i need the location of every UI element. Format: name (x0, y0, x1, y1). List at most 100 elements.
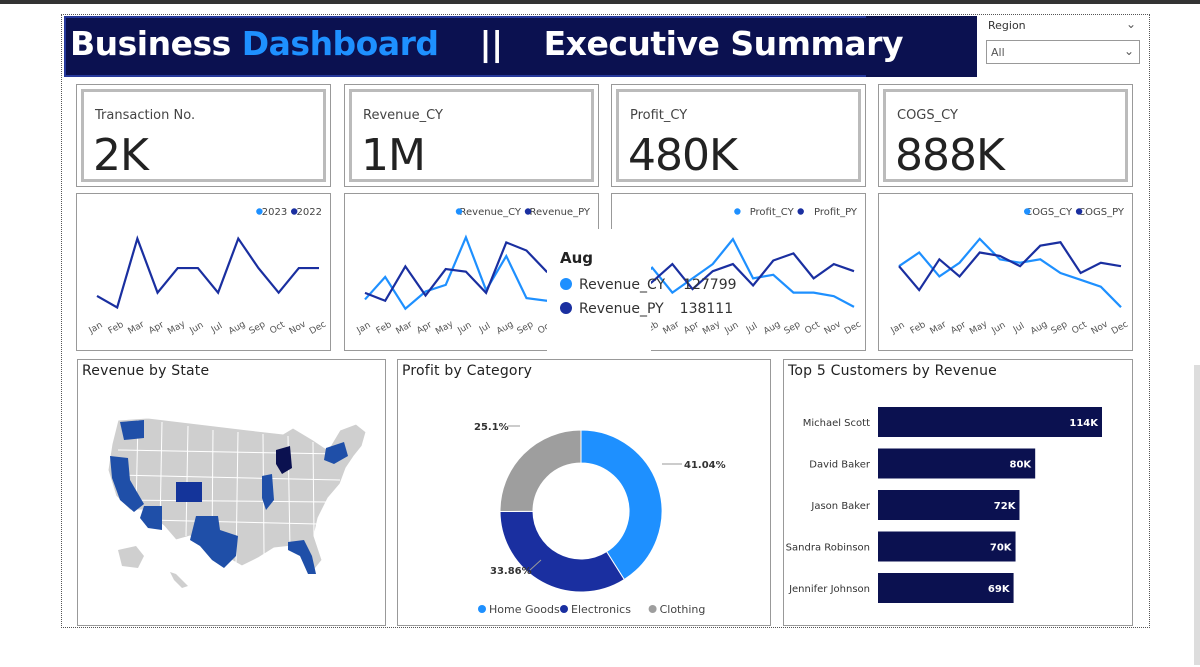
map-panel[interactable]: Revenue by State (77, 359, 386, 626)
x-tick-label: Dec (308, 320, 328, 337)
line-chart-transactions[interactable]: 2022 2023 Jan Feb Mar Apr May Jun Jul Aug Sep Oct No… (77, 194, 330, 350)
line-series-2022[interactable] (96, 235, 319, 310)
donut-panel[interactable]: Profit by Category 41.04% 33.86% 25.1% Home… (397, 359, 771, 626)
legend-label: Revenue_CY (460, 207, 522, 218)
donut-slice-electronics[interactable] (499, 510, 625, 593)
state-illinois[interactable] (262, 474, 274, 510)
bar-data-label: 70K (990, 543, 1013, 554)
legend-dot-icon (648, 605, 657, 613)
kpi-card-cogs[interactable]: COGS_CY 888K (878, 84, 1133, 187)
kpi-value: 1M (361, 130, 426, 181)
x-tick-label: Feb (107, 320, 126, 337)
kpi-card-profit[interactable]: Profit_CY 480K (611, 84, 866, 187)
bar-jennifer-johnson[interactable] (878, 573, 1014, 603)
state-new-york[interactable] (324, 442, 348, 464)
line-chart-profit[interactable]: Profit_PYProfit_CYJanFebMarAprMayJunJulA… (612, 194, 865, 350)
line-series-profit-py[interactable] (631, 252, 855, 298)
x-tick-label: Jun (455, 320, 473, 336)
kpi-label: Transaction No. (95, 108, 196, 123)
chart-legend: Profit_PY Profit_CY (734, 207, 858, 218)
kpi-value: 888K (895, 130, 1005, 181)
line-series-cogs-py[interactable] (898, 241, 1122, 292)
scrollbar[interactable] (1194, 365, 1200, 665)
state-arizona[interactable] (140, 506, 162, 530)
x-tick-label: Sep (516, 320, 536, 337)
tooltip-row-revenue-cy: Revenue_CY 127799 (560, 277, 737, 293)
legend-dot-icon (560, 605, 568, 613)
state-washington[interactable] (120, 420, 144, 440)
x-tick-label: Feb (375, 320, 394, 337)
bar-data-label: 69K (988, 584, 1011, 595)
chevron-down-icon[interactable]: ⌄ (1126, 17, 1137, 31)
bar-chart[interactable]: Michael Scott 114K David Baker 80K Jason Bak… (784, 360, 1132, 625)
kpi-value: 480K (628, 130, 738, 181)
region-slicer-label: Region (988, 19, 1026, 32)
title-dashboard: Dashboard (241, 24, 439, 63)
state-texas[interactable] (190, 516, 238, 568)
x-tick-label: Jan (889, 320, 907, 336)
donut-data-label: 33.86% (490, 566, 532, 577)
line-chart-panel-transactions[interactable]: 2022 2023 Jan Feb Mar Apr May Jun Jul Aug Sep Oct No… (76, 193, 331, 351)
tooltip-value: 127799 (683, 277, 737, 293)
x-tick-label: Jul (477, 321, 492, 336)
legend-label: 2022 (297, 207, 322, 218)
legend-dot-icon (1024, 208, 1031, 215)
bar-jason-baker[interactable] (878, 490, 1020, 520)
bar-category-label: Michael Scott (803, 418, 870, 429)
tooltip-row-revenue-py: Revenue_PY 138111 (560, 301, 733, 317)
legend-label: Home Goods (489, 603, 560, 616)
donut-chart[interactable]: 41.04% 33.86% 25.1% Home Goods Electronics Cl… (398, 360, 770, 625)
x-tick-label: Apr (415, 320, 434, 337)
line-chart-cogs[interactable]: COGS_PY COGS_CY Jan Feb Mar Apr May Jun Jul Aug Se… (879, 194, 1132, 350)
state-alaska[interactable] (118, 546, 144, 568)
legend-label: COGS_CY (1025, 207, 1073, 218)
bar-panel[interactable]: Top 5 Customers by Revenue Michael Scott… (783, 359, 1133, 626)
bar-data-label: 72K (994, 501, 1017, 512)
line-series-profit-cy[interactable] (631, 237, 855, 308)
line-series-cogs-cy[interactable] (898, 237, 1122, 308)
legend-dot-icon (797, 208, 804, 215)
chart-legend: Revenue_PY Revenue_CY (455, 207, 591, 218)
x-tick-label: Feb (909, 320, 928, 337)
legend-dot-icon (560, 302, 572, 314)
donut-slice-clothing[interactable] (499, 429, 582, 513)
state-michigan[interactable] (276, 446, 292, 474)
kpi-card-transactions[interactable]: Transaction No. 2K (76, 84, 331, 187)
x-tick-label: Aug (1029, 320, 1049, 337)
bar-sandra-robinson[interactable] (878, 531, 1016, 562)
legend-dot-icon (1075, 208, 1083, 215)
state-florida[interactable] (288, 540, 316, 574)
kpi-label: COGS_CY (897, 108, 958, 123)
bar-michael-scott[interactable] (878, 407, 1102, 437)
x-tick-label: Nov (1090, 319, 1111, 337)
line-chart-panel-cogs[interactable]: COGS_PY COGS_CY Jan Feb Mar Apr May Jun Jul Aug Se… (878, 193, 1133, 351)
x-tick-label: Aug (495, 320, 515, 337)
legend-label: COGS_PY (1078, 207, 1125, 218)
panel-title: Revenue by State (82, 363, 210, 379)
x-tick-label: Jun (722, 320, 740, 336)
line-chart-panel-profit[interactable]: Profit_PYProfit_CYJanFebMarAprMayJunJulA… (611, 193, 866, 351)
x-tick-label: Apr (682, 320, 701, 337)
leader-line (529, 559, 542, 571)
legend-dot-icon (560, 278, 572, 290)
state-hawaii[interactable] (170, 572, 188, 588)
kpi-card-revenue[interactable]: Revenue_CY 1M (344, 84, 599, 187)
bar-category-label: Jason Baker (810, 501, 870, 512)
legend-label: Revenue_PY (530, 207, 591, 218)
x-tick-label: Apr (147, 320, 166, 337)
us-map[interactable] (78, 360, 385, 625)
x-tick-label: Mar (127, 320, 147, 337)
tooltip-month: Aug (560, 249, 594, 267)
x-tick-label: Jun (989, 320, 1007, 336)
state-colorado[interactable] (176, 482, 202, 502)
x-tick-label: Dec (1110, 320, 1130, 337)
donut-slice-home-goods[interactable] (580, 429, 663, 581)
donut-legend: Home Goods Electronics Clothing (478, 603, 705, 616)
x-tick-label: Nov (288, 319, 309, 337)
legend-label: Profit_PY (814, 207, 858, 218)
bar-david-baker[interactable] (878, 448, 1036, 479)
state-california[interactable] (110, 456, 144, 512)
region-dropdown[interactable]: All ⌄ (986, 40, 1140, 64)
x-tick-label: Aug (227, 320, 247, 337)
x-tick-label: Sep (248, 320, 268, 337)
